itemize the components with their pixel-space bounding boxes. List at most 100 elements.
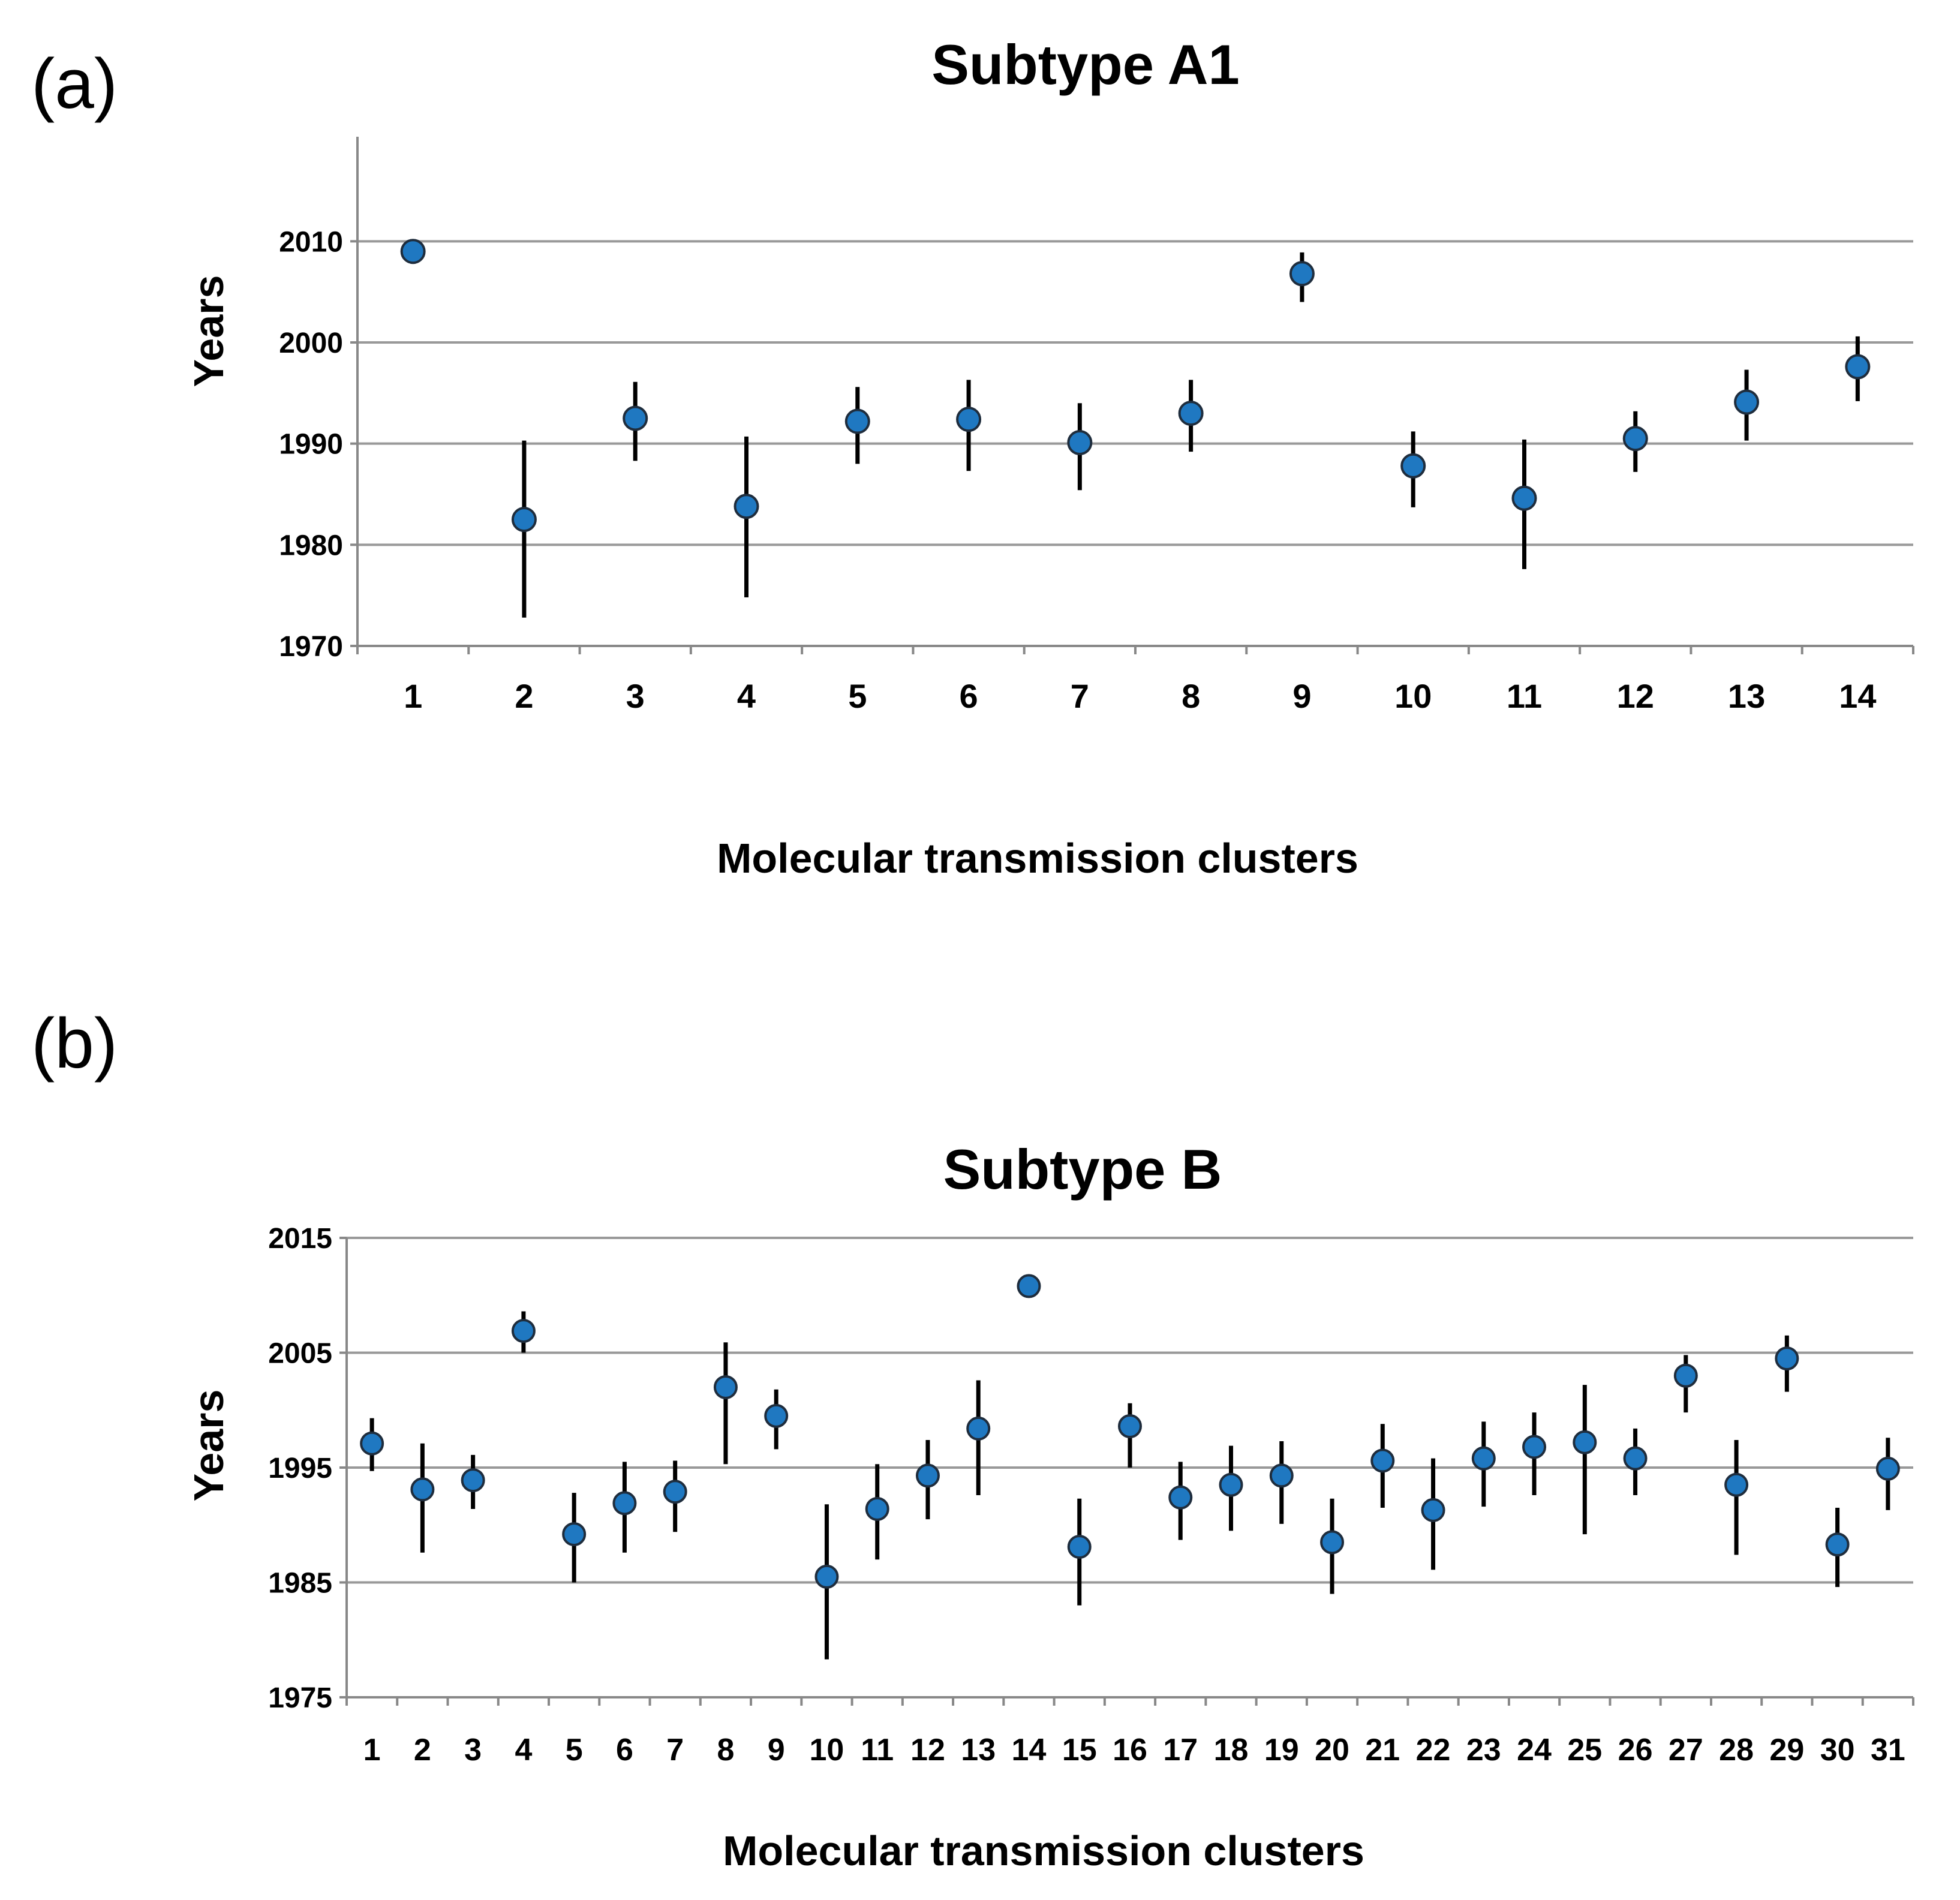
panel-b-data-point [1825, 1532, 1850, 1557]
panel-a-xtick-label: 14 [1839, 677, 1876, 715]
panel-b-xtick-label: 18 [1214, 1733, 1249, 1767]
panel-a-ytick-label: 1980 [279, 530, 343, 561]
panel-a-ytick-label: 1990 [279, 429, 343, 461]
panel-b-ytick-label: 1985 [268, 1568, 332, 1600]
panel-b-xtick-label: 1 [363, 1733, 381, 1767]
panel-b-ytick-label: 1975 [268, 1682, 332, 1714]
panel-a-xtick-label: 4 [737, 677, 756, 715]
panel-a-xtick-label: 10 [1394, 677, 1432, 715]
panel-b-xtick-label: 6 [616, 1733, 633, 1767]
panel-b-data-point [814, 1564, 839, 1589]
panel-b-data-point [562, 1522, 587, 1547]
panel-a-ytick-label: 1970 [279, 631, 343, 663]
panel-b-data-point [511, 1319, 536, 1343]
panel-b-ytick-label: 2015 [268, 1223, 332, 1255]
panel-b-data-point [1219, 1472, 1243, 1497]
panel-a-xtick-label: 6 [959, 677, 978, 715]
panel-a-data-point [956, 407, 982, 432]
panel-b-data-point [461, 1468, 485, 1493]
panel-a: (a) Subtype A1 Years Molecular transmiss… [31, 33, 1914, 882]
panel-b-ylabel: Years [185, 1390, 232, 1502]
panel-b-xtick-label: 28 [1719, 1733, 1754, 1767]
panel-b-xtick-label: 27 [1669, 1733, 1703, 1767]
panel-b-xtick-label: 10 [810, 1733, 844, 1767]
panel-b: (b) Subtype B Years Molecular transmissi… [31, 1004, 1914, 1874]
panel-b-data-point [612, 1491, 637, 1516]
panel-b-data-point [865, 1496, 889, 1521]
panel-a-xtick-label: 3 [626, 677, 645, 715]
panel-a-data-point [1734, 389, 1760, 415]
panel-a-data-point [1289, 261, 1315, 287]
panel-b-xtick-label: 3 [464, 1733, 482, 1767]
panel-b-xlabel: Molecular transmission clusters [723, 1827, 1364, 1874]
panel-b-data-point [1573, 1430, 1597, 1454]
panel-b-xtick-label: 14 [1012, 1733, 1047, 1767]
panel-b-data-point [915, 1463, 940, 1488]
panel-b-xtick-label: 8 [717, 1733, 734, 1767]
panel-a-xlabel: Molecular transmission clusters [717, 835, 1358, 882]
panel-a-xtick-label: 11 [1507, 677, 1542, 715]
panel-a-letter: (a) [31, 44, 118, 124]
panel-b-xtick-label: 16 [1113, 1733, 1147, 1767]
panel-b-data-point [1370, 1448, 1395, 1473]
panel-a-title: Subtype A1 [931, 33, 1240, 96]
panel-b-data-point [1067, 1535, 1092, 1559]
panel-b-data-point [1168, 1485, 1193, 1510]
panel-b-xtick-label: 25 [1567, 1733, 1602, 1767]
panel-b-xtick-label: 19 [1264, 1733, 1299, 1767]
panel-b-data-point [713, 1375, 738, 1399]
panel-b-xtick-label: 13 [961, 1733, 996, 1767]
panel-a-data-point [623, 405, 648, 431]
panel-b-xtick-label: 29 [1769, 1733, 1804, 1767]
panel-b-xtick-label: 21 [1365, 1733, 1400, 1767]
panel-b-xtick-label: 11 [861, 1733, 894, 1767]
panel-b-xtick-label: 7 [666, 1733, 684, 1767]
panel-b-ytick-label: 1995 [268, 1453, 332, 1484]
panel-b-data-point [1724, 1472, 1749, 1497]
panel-b-data-point [1471, 1446, 1496, 1471]
panel-a-data-point [1845, 354, 1871, 380]
panel-a-data-point [400, 239, 426, 264]
panel-b-xtick-label: 15 [1062, 1733, 1097, 1767]
panel-b-data-point [1421, 1498, 1445, 1522]
panel-b-data-point [1775, 1346, 1799, 1371]
panel-b-data-point [1522, 1435, 1547, 1459]
panel-a-data-point [1178, 401, 1204, 426]
panel-b-xtick-label: 30 [1820, 1733, 1855, 1767]
panel-b-xtick-label: 5 [566, 1733, 583, 1767]
panel-a-data-point [1622, 426, 1648, 452]
panel-a-xtick-label: 12 [1617, 677, 1654, 715]
panel-a-data-point [1511, 485, 1537, 511]
panel-a-data-point [511, 507, 537, 533]
panel-b-xtick-label: 2 [414, 1733, 431, 1767]
panel-b-data-point [663, 1480, 687, 1504]
panel-a-ylabel: Years [185, 275, 232, 387]
panel-a-data-point [1400, 453, 1426, 479]
panel-b-xtick-label: 26 [1618, 1733, 1653, 1767]
panel-b-data-point [966, 1416, 991, 1441]
panel-b-data-point [764, 1403, 789, 1428]
panel-b-letter: (b) [31, 1004, 118, 1083]
panel-b-data-point [1623, 1446, 1648, 1471]
panel-b-title: Subtype B [943, 1138, 1222, 1201]
panel-a-xtick-label: 9 [1292, 677, 1311, 715]
panel-b-xtick-label: 9 [768, 1733, 785, 1767]
panel-b-xtick-label: 22 [1416, 1733, 1451, 1767]
panel-a-data-point [844, 408, 870, 434]
panel-a-xtick-label: 2 [515, 677, 533, 715]
panel-a-data-point [734, 494, 759, 519]
panel-b-data-point [1320, 1530, 1345, 1555]
panel-b-xtick-label: 4 [515, 1733, 532, 1767]
panel-a-data-point [1067, 429, 1093, 455]
panel-b-xtick-label: 24 [1517, 1733, 1552, 1767]
panel-a-ytick-label: 2000 [279, 327, 343, 359]
panel-b-xtick-label: 17 [1163, 1733, 1198, 1767]
panel-b-data-point [1017, 1274, 1041, 1298]
panel-b-xtick-label: 12 [910, 1733, 945, 1767]
panel-a-xtick-label: 5 [848, 677, 867, 715]
panel-a-xtick-label: 8 [1182, 677, 1200, 715]
panel-b-ytick-label: 2005 [268, 1338, 332, 1370]
